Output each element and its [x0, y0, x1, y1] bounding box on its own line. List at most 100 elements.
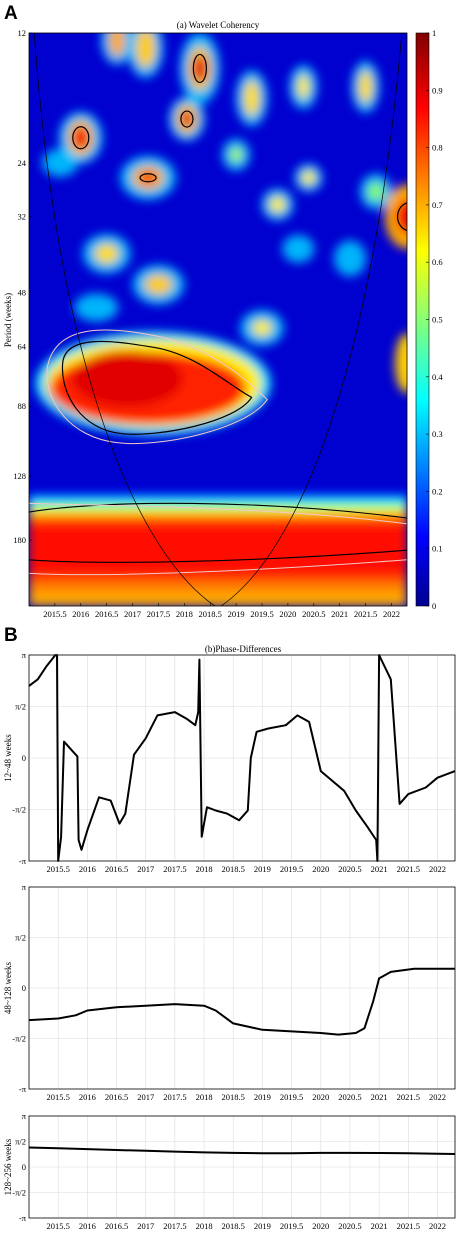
coherence-patch	[252, 320, 273, 337]
x-tick-label: 2020.5	[302, 609, 325, 619]
colorbar-tick-label: 0.3	[432, 429, 443, 439]
x-tick-label: 2015.5	[43, 609, 66, 619]
x-tick-label: 2015.5	[46, 1221, 69, 1231]
y-tick-label: 180	[13, 535, 26, 545]
x-tick-label: 2018.5	[222, 864, 245, 874]
phase-series-line	[28, 1146, 456, 1155]
coherence-patch	[135, 33, 156, 68]
phase-title: (b)Phase-Differences	[205, 644, 282, 654]
x-tick-label: 2020	[312, 1092, 329, 1102]
colorbar-tick-label: 0.9	[432, 85, 443, 95]
y-tick-label: π/2	[15, 1137, 26, 1147]
x-tick-label: 2016	[72, 609, 89, 619]
phase-series-line	[28, 967, 455, 1036]
y-tick-label: π/2	[15, 702, 26, 712]
phase-plot-12-48: 2015.5 2016 2016.5 2017 2017.5 2018 2018.5 2019…	[3, 650, 456, 874]
x-tick-label: 2021.5	[397, 1092, 420, 1102]
x-tick-label: 2016.5	[105, 1092, 128, 1102]
coherency-heatmap	[29, 33, 407, 606]
x-tick-label: 2018	[196, 864, 213, 874]
coherence-outline	[29, 559, 407, 576]
x-tick-label: 2018.5	[199, 609, 222, 619]
x-tick-label: 2021	[371, 1221, 388, 1231]
coherence-patch	[367, 182, 384, 201]
x-tick-label: 2017.5	[163, 1092, 186, 1102]
x-tick-label: 2020.5	[338, 1221, 361, 1231]
coherency-title: (a) Wavelet Coherency	[177, 20, 260, 30]
x-tick-label: 2018	[196, 1221, 213, 1231]
x-tick-label: 2018	[176, 609, 193, 619]
coherence-patch	[243, 80, 260, 117]
significance-contour	[192, 53, 207, 84]
y-tick-label: 48	[18, 288, 27, 298]
x-tick-label: 2019	[254, 1221, 271, 1231]
significance-contour	[139, 173, 157, 183]
x-tick-label: 2016.5	[95, 609, 118, 619]
plot-frame	[28, 1115, 456, 1219]
x-tick-label: 2021	[371, 1092, 388, 1102]
coherence-patch	[395, 198, 407, 235]
coherence-patch	[297, 74, 310, 99]
y-tick-label: 0	[22, 1162, 26, 1172]
phase-ylabel: 128~256 weeks	[3, 1138, 13, 1195]
x-tick-label: 2017	[137, 1221, 154, 1231]
colorbar-tick-label: 0.5	[432, 315, 443, 325]
colorbar-ticks: 0 0.1 0.2 0.3 0.4 0.5 0.6 0.7 0.8 0.9 1	[426, 28, 443, 611]
y-tick-label: -π	[19, 1213, 27, 1223]
x-tick-label: 2018.5	[222, 1092, 245, 1102]
y-tick-label: π	[22, 882, 27, 892]
significance-contour	[29, 502, 407, 519]
colorbar-tick-label: 0	[432, 601, 436, 611]
y-tick-label: 12	[18, 28, 27, 38]
x-tick-label: 2019	[228, 609, 245, 619]
coherency-regions	[29, 33, 407, 606]
x-tick-label: 2021	[331, 609, 348, 619]
x-tick-label: 2020	[312, 864, 329, 874]
colorbar-tick-label: 0.8	[432, 143, 443, 153]
x-tick-label: 2022	[429, 864, 446, 874]
coherence-patch	[179, 109, 194, 130]
x-tick-label: 2017.5	[163, 864, 186, 874]
heatmap-frame	[28, 32, 408, 607]
coherence-patch	[301, 170, 316, 185]
coherence-patch	[144, 274, 173, 295]
x-tick-label: 2017	[124, 609, 141, 619]
x-tick-label: 2018	[196, 1092, 213, 1102]
x-tick-label: 2017	[137, 1092, 154, 1102]
y-tick-label: 64	[18, 341, 27, 351]
x-tick-label: 2015.5	[46, 1092, 69, 1102]
panel-a-letter: A	[4, 3, 18, 24]
phase-ylabel: 48~128 weeks	[3, 961, 13, 1014]
y-tick-label: 0	[22, 753, 26, 763]
y-tick-label: π	[22, 1111, 27, 1121]
significance-contour	[396, 202, 407, 231]
heatmap-axes: 2015.5 2016 2016.5 2017 2017.5 2018 2018.5 2019…	[13, 28, 400, 619]
coherence-patch	[94, 243, 119, 264]
y-tick-label: -π/2	[12, 804, 26, 814]
y-tick-label: π/2	[15, 933, 26, 943]
x-tick-label: 2021.5	[397, 864, 420, 874]
x-tick-label: 2021.5	[397, 1221, 420, 1231]
y-tick-label: π	[22, 650, 27, 660]
coherence-patch	[358, 70, 373, 103]
plot-frame	[28, 886, 456, 1090]
x-tick-label: 2016	[79, 1092, 96, 1102]
plot-frame	[28, 654, 456, 862]
panel-b-letter: B	[4, 625, 18, 646]
x-tick-label: 2017.5	[163, 1221, 186, 1231]
x-tick-label: 2016	[79, 1221, 96, 1231]
colorbar-tick-label: 0.1	[432, 544, 443, 554]
x-tick-label: 2016.5	[105, 864, 128, 874]
x-tick-label: 2019.5	[280, 864, 303, 874]
y-tick-label: -π/2	[12, 1188, 26, 1198]
x-tick-label: 2019	[254, 864, 271, 874]
coherence-patch	[230, 147, 243, 162]
x-tick-label: 2019.5	[280, 1221, 303, 1231]
x-tick-label: 2021.5	[354, 609, 377, 619]
coherence-patch	[29, 492, 407, 606]
phase-plot-48-128: 2015.5 2016 2016.5 2017 2017.5 2018 2018.5 2019…	[3, 882, 456, 1102]
x-tick-label: 2016	[79, 864, 96, 874]
y-tick-label: -π/2	[12, 1033, 26, 1043]
